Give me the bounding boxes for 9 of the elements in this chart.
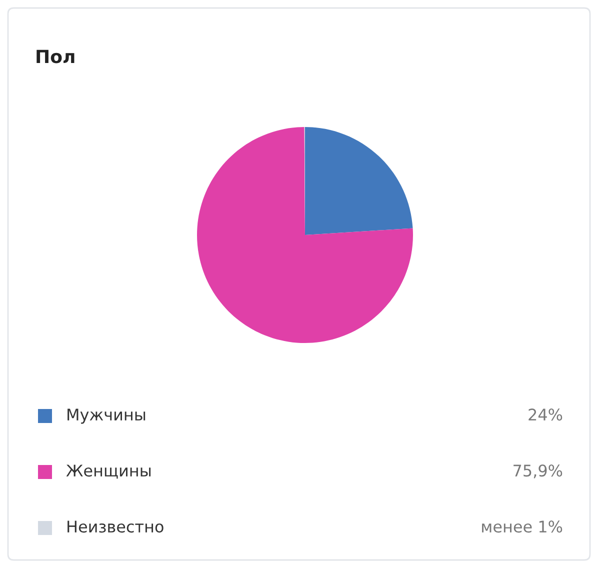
data-label: 24% [528, 408, 562, 421]
legend-label: Неизвестно [68, 520, 164, 533]
legend-label: Женщины [66, 464, 151, 479]
pie-slice [305, 127, 413, 235]
legend-label: Мужчины [68, 408, 146, 424]
data-label: 75,9% [514, 464, 562, 478]
pie-slice [197, 127, 413, 343]
data-label: менее 1% [482, 520, 562, 533]
chart-title: Пол [36, 50, 74, 64]
